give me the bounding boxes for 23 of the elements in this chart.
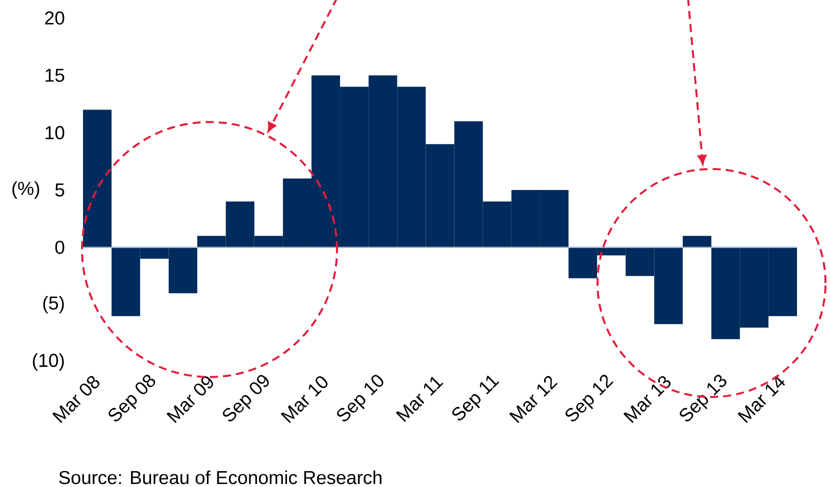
x-tick-label: Sep 11 xyxy=(452,376,500,420)
x-tick-label: Mar 08 xyxy=(52,376,100,424)
x-tick-label: Mar 14 xyxy=(738,376,786,423)
x-tick-label: Sep 13 xyxy=(680,374,726,422)
y-tick-label: 10 xyxy=(46,126,64,140)
x-tick-label: Sep 12 xyxy=(566,374,614,422)
y-tick-label: 5 xyxy=(55,183,64,197)
x-tick-label: Mar 12 xyxy=(509,376,558,424)
y-axis-title: (%) xyxy=(12,181,40,199)
bar xyxy=(682,236,712,248)
y-tick-label: 0 xyxy=(55,240,64,254)
y-tick-label: (5) xyxy=(43,296,64,314)
y-tick-label: 20 xyxy=(45,11,64,25)
x-tick-label: Sep 09 xyxy=(222,375,269,422)
x-tick-label: Sep 10 xyxy=(337,374,384,422)
y-tick-label: 15 xyxy=(46,68,64,82)
y-tick-label: (10) xyxy=(32,353,64,371)
x-tick-label: Sep 08 xyxy=(108,374,156,422)
x-tick-label: Mar 09 xyxy=(166,376,214,424)
bar xyxy=(83,110,112,248)
x-tick-label: Mar 11 xyxy=(396,376,444,422)
source-note: Source: Bureau of Economic Research xyxy=(59,470,382,484)
x-tick-label: Mar 10 xyxy=(280,376,328,424)
